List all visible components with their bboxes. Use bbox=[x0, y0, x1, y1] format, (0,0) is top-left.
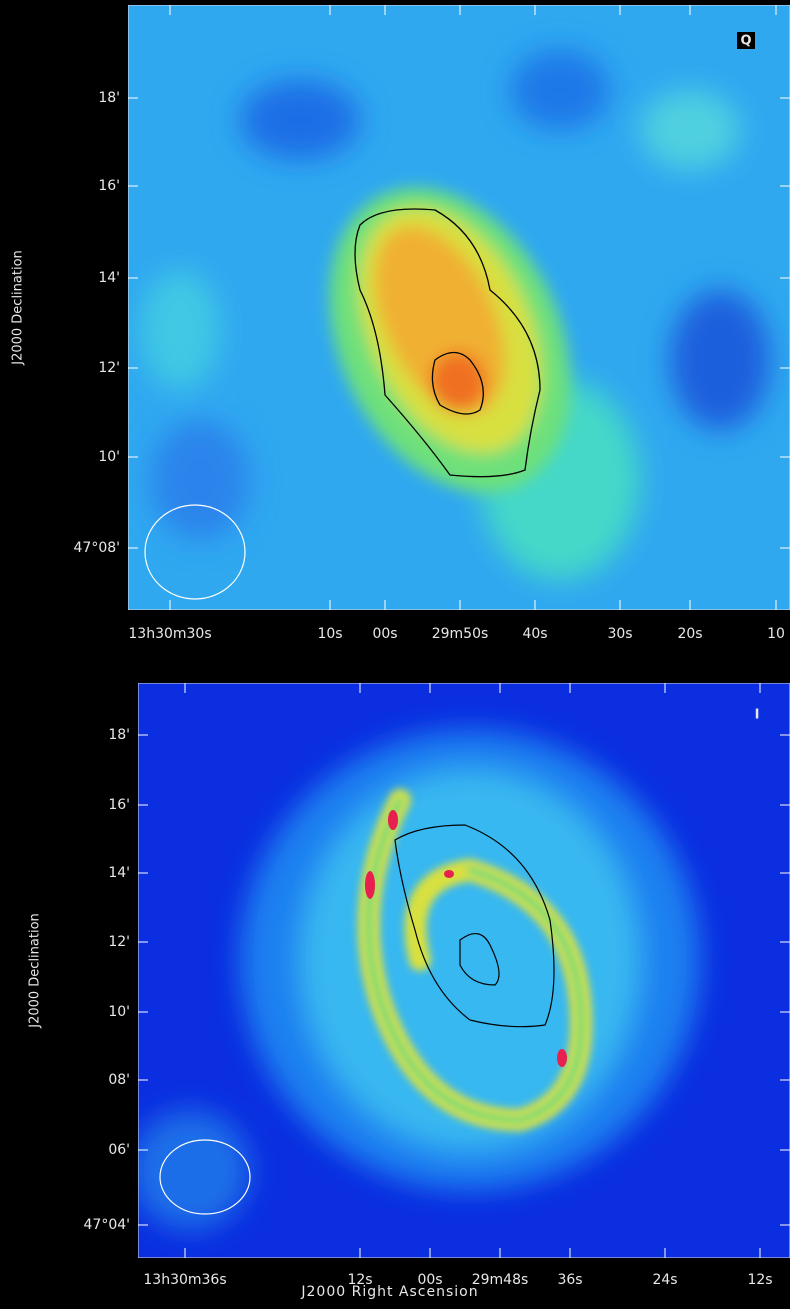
page: {"panels": [ {"label": "Q", "y_axis_labe… bbox=[0, 0, 790, 1305]
y-tick-label: 12' bbox=[98, 360, 120, 376]
x-tick-label: 24s bbox=[652, 1272, 677, 1288]
x-tick-label: 10 bbox=[767, 626, 785, 642]
x-tick-label: 36s bbox=[557, 1272, 582, 1288]
panel-label: Q bbox=[740, 34, 751, 49]
y-tick-label: 14' bbox=[98, 270, 120, 286]
x-tick-label: 13h30m36s bbox=[143, 1272, 226, 1288]
x-tick-label: 12s bbox=[747, 1272, 772, 1288]
x-tick-label: 13h30m30s bbox=[128, 626, 211, 642]
x-tick-label: 10s bbox=[317, 626, 342, 642]
q-map bbox=[128, 5, 790, 610]
y-tick-label: 18' bbox=[98, 90, 120, 106]
y-tick-label: 16' bbox=[108, 797, 130, 813]
x-tick-label: 29m50s bbox=[432, 626, 489, 642]
y-tick-label: 10' bbox=[108, 1004, 130, 1020]
y-tick-label: 14' bbox=[108, 865, 130, 881]
y-tick-label: 12' bbox=[108, 934, 130, 950]
x-axis-label: J2000 Right Ascension bbox=[300, 1284, 478, 1300]
x-tick-label: 40s bbox=[522, 626, 547, 642]
y-tick-label: 08' bbox=[108, 1072, 130, 1088]
y-tick-label: 10' bbox=[98, 449, 120, 465]
x-tick-label: 29m48s bbox=[472, 1272, 529, 1288]
i-map bbox=[130, 683, 790, 1258]
y-axis-label: J2000 Declination bbox=[28, 913, 43, 1029]
figure: J2000 Declination 18' 16' 14' 12' 10' 47°08' 13… bbox=[0, 0, 790, 1305]
y-axis-label: J2000 Declination bbox=[11, 250, 26, 366]
y-tick-label: 16' bbox=[98, 178, 120, 194]
y-tick-label: 18' bbox=[108, 727, 130, 743]
y-tick-label: 47°08' bbox=[74, 540, 120, 556]
y-tick-label: 06' bbox=[108, 1142, 130, 1158]
x-tick-label: 30s bbox=[607, 626, 632, 642]
y-tick-label: 47°04' bbox=[84, 1217, 130, 1233]
x-tick-label: 00s bbox=[372, 626, 397, 642]
panel-label: I bbox=[755, 708, 760, 723]
x-tick-label: 20s bbox=[677, 626, 702, 642]
